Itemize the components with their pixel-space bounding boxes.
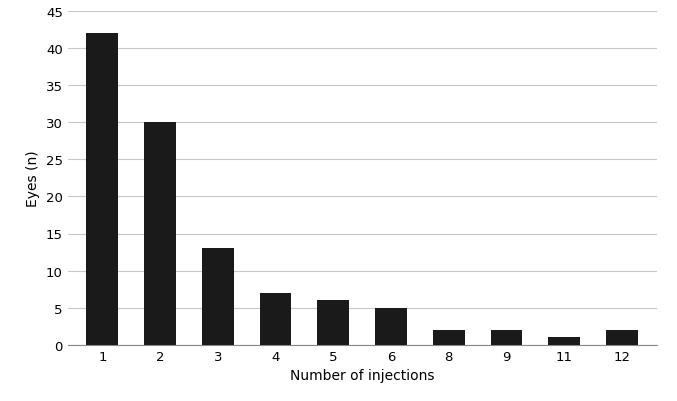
Bar [548,338,580,345]
Bar [260,293,292,345]
X-axis label: Number of injections: Number of injections [290,368,435,382]
Bar [491,330,523,345]
Bar [433,330,464,345]
Bar [202,249,234,345]
Bar [144,123,176,345]
Y-axis label: Eyes (n): Eyes (n) [26,150,41,207]
Bar [318,300,349,345]
Bar [606,330,638,345]
Bar [375,308,407,345]
Bar [87,34,118,345]
